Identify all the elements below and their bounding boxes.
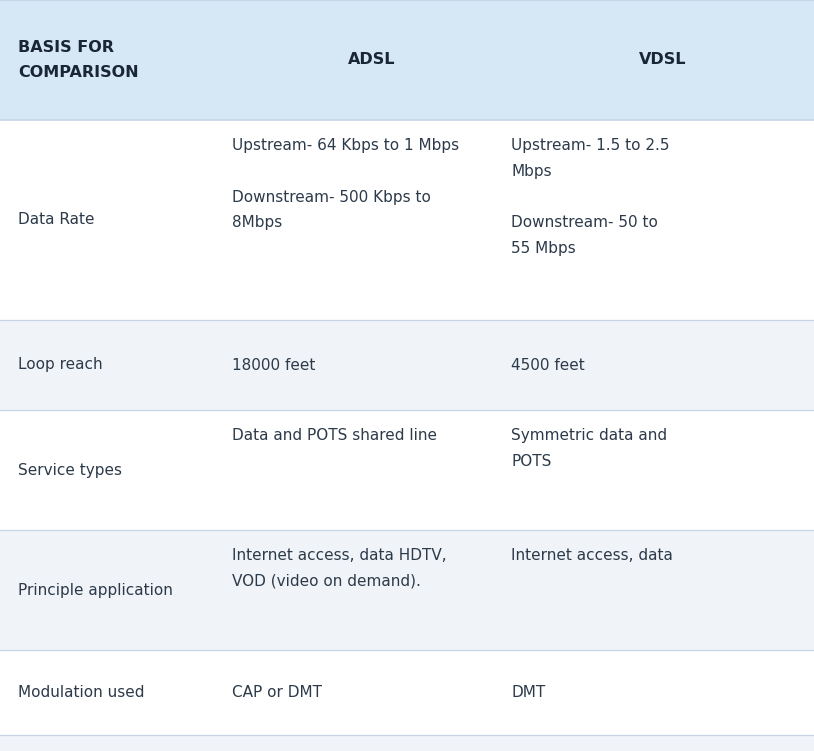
Text: Internet access, data HDTV,
VOD (video on demand).: Internet access, data HDTV, VOD (video o…	[232, 548, 447, 589]
Text: CAP or DMT: CAP or DMT	[232, 685, 322, 700]
Text: Loop reach: Loop reach	[18, 357, 103, 372]
Bar	[0, 0, 814, 120]
Text: ADSL: ADSL	[348, 53, 396, 68]
Bar	[0, 650, 814, 735]
Bar	[0, 530, 814, 650]
Text: VDSL: VDSL	[639, 53, 686, 68]
Text: Data and POTS shared line: Data and POTS shared line	[232, 428, 437, 443]
Text: Upstream- 1.5 to 2.5
Mbps

Downstream- 50 to
55 Mbps: Upstream- 1.5 to 2.5 Mbps Downstream- 50…	[511, 138, 670, 256]
Text: DMT: DMT	[511, 685, 545, 700]
Bar	[0, 120, 814, 320]
Bar	[0, 410, 814, 530]
Text: Data Rate: Data Rate	[18, 213, 94, 228]
Text: Internet access, data: Internet access, data	[511, 548, 673, 563]
Text: BASIS FOR
COMPARISON: BASIS FOR COMPARISON	[18, 41, 138, 80]
Text: 4500 feet: 4500 feet	[511, 357, 585, 372]
Text: Modulation used: Modulation used	[18, 685, 144, 700]
Text: Principle application: Principle application	[18, 583, 173, 598]
Bar	[0, 320, 814, 410]
Bar	[0, 735, 814, 751]
Text: 18000 feet: 18000 feet	[232, 357, 315, 372]
Text: Symmetric data and
POTS: Symmetric data and POTS	[511, 428, 667, 469]
Text: Service types: Service types	[18, 463, 122, 478]
Text: Upstream- 64 Kbps to 1 Mbps

Downstream- 500 Kbps to
8Mbps: Upstream- 64 Kbps to 1 Mbps Downstream- …	[232, 138, 459, 231]
